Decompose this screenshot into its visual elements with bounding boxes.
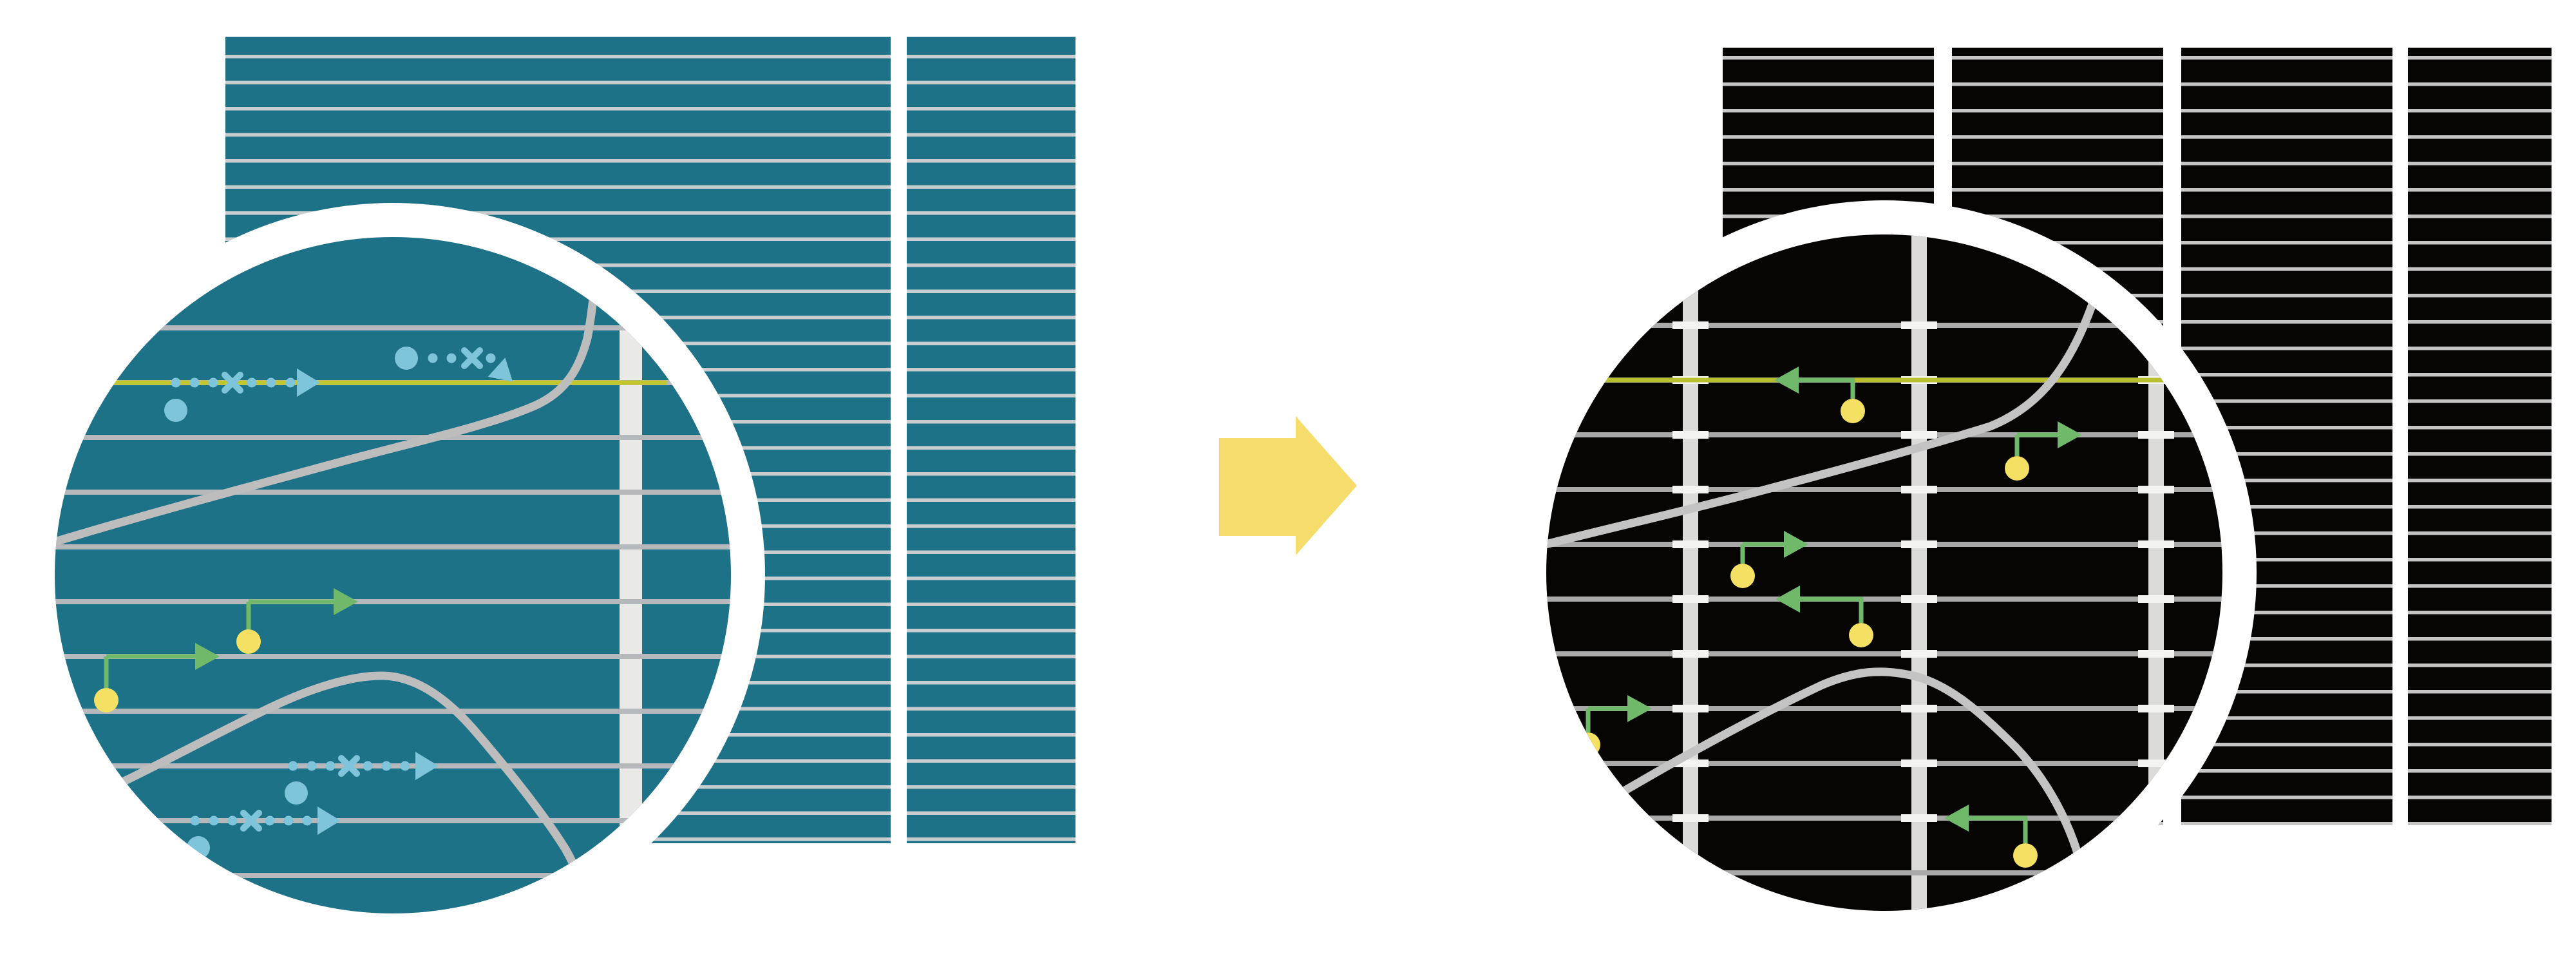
collection-arrow <box>1776 586 1873 647</box>
recombination-x-icon <box>461 347 483 369</box>
collection-arrowhead-icon <box>195 643 220 670</box>
recombination-x-icon <box>222 372 243 394</box>
collection-arrowhead-icon <box>1627 695 1652 722</box>
collected-carrier-dot <box>1849 623 1873 647</box>
collection-arrowhead-icon <box>1776 586 1800 613</box>
recombination-path <box>187 807 341 859</box>
path-arrowhead-icon <box>297 368 320 397</box>
left-magnified-finger-lines <box>55 303 731 913</box>
right-magnified-finger-lines <box>1546 300 2222 911</box>
left-highlighted-finger-line <box>55 380 667 385</box>
collection-arrowhead-icon <box>334 588 358 615</box>
carrier-dot <box>164 399 187 422</box>
right-magnifier-view <box>1546 234 2222 911</box>
left-recombination-paths <box>164 347 513 859</box>
left-magnifier <box>21 203 765 948</box>
collected-carrier-dot <box>2013 843 2038 868</box>
collected-carrier-dot <box>94 688 118 712</box>
grain-boundary-line <box>57 671 588 898</box>
carrier-dot <box>285 781 308 805</box>
transition-arrow-icon <box>1219 416 1357 555</box>
collected-carrier-dot <box>1841 399 1865 423</box>
left-collection-arrows <box>94 588 358 712</box>
right-cell-segment-4-lines <box>2408 48 2552 825</box>
recombination-path <box>395 347 513 382</box>
collection-arrowhead-icon <box>1944 805 1969 832</box>
collected-carrier-dot <box>236 629 261 654</box>
recombination-path <box>285 752 439 805</box>
recombination-x-icon <box>338 755 360 777</box>
collected-carrier-dot <box>1730 564 1755 588</box>
collection-arrow <box>1944 805 2038 868</box>
right-highlighted-finger-line <box>1558 377 2222 383</box>
collected-carrier-dot <box>2005 456 2029 481</box>
collection-arrowhead-icon <box>2058 421 2082 448</box>
busbar-contact-ticks <box>2138 361 2174 786</box>
collection-arrow <box>236 588 358 654</box>
grain-boundary-line <box>1546 285 2101 549</box>
recombination-path <box>164 368 320 422</box>
left-grain-boundaries <box>55 288 599 898</box>
collection-arrow <box>2005 421 2082 481</box>
left-cell-edge-finger-lines <box>907 37 1075 843</box>
path-arrowhead-icon <box>317 807 341 835</box>
carrier-dot <box>395 347 418 370</box>
left-magnifier-view <box>55 237 731 913</box>
recombination-x-icon <box>240 810 262 832</box>
busbar-contact-ticks <box>1901 303 1937 831</box>
grain-boundary-line <box>55 288 599 551</box>
path-arrowhead-icon <box>415 752 439 780</box>
collection-arrowhead-icon <box>1774 367 1799 394</box>
right-magnifier <box>1512 200 2257 945</box>
collection-arrow <box>94 643 220 712</box>
collection-arrowhead-icon <box>1784 531 1808 558</box>
collection-arrow <box>1730 531 1808 588</box>
path-arrowhead-icon <box>488 358 513 382</box>
grain-boundary-line <box>1617 667 2091 890</box>
right-grain-boundaries <box>1546 285 2101 890</box>
collection-arrow <box>1774 367 1865 423</box>
